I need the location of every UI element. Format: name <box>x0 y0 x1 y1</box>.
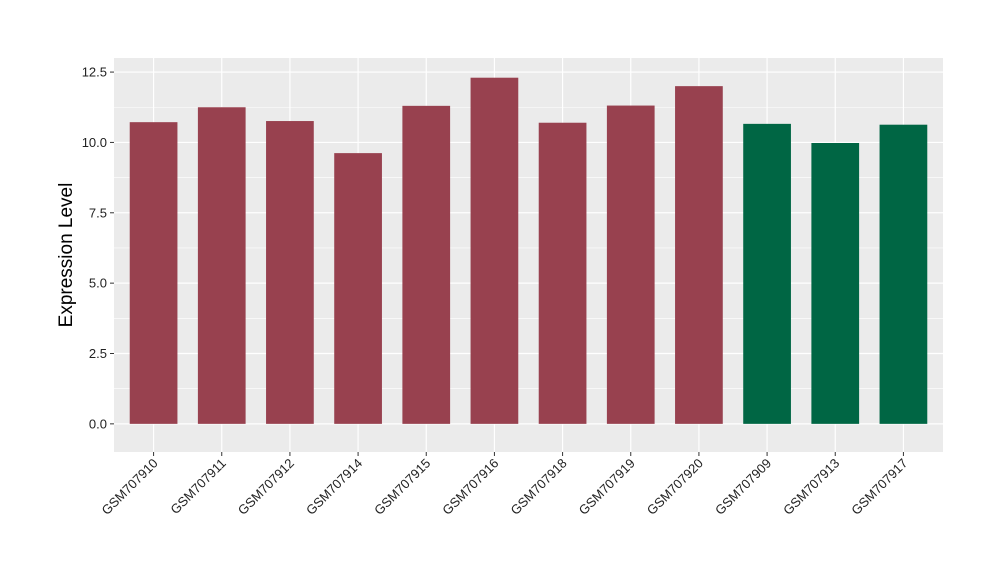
bar-gsm707918 <box>538 122 587 424</box>
x-tick-label: GSM707914 <box>303 456 365 518</box>
y-tick-label: 0.0 <box>89 416 107 431</box>
bar-gsm707915 <box>402 105 451 424</box>
x-tick-label: GSM707911 <box>167 456 229 518</box>
x-tick-label: GSM707918 <box>507 456 569 518</box>
x-tick-label: GSM707910 <box>98 456 160 518</box>
x-tick-label: GSM707912 <box>235 456 297 518</box>
y-tick-label: 10.0 <box>82 135 107 150</box>
y-tick-label: 12.5 <box>82 65 107 80</box>
y-axis-title: Expression Level <box>56 183 77 328</box>
x-tick-label: GSM707915 <box>371 456 433 518</box>
x-tick-label: GSM707917 <box>848 456 910 518</box>
x-tick-label: GSM707920 <box>644 456 706 518</box>
bars <box>129 77 928 424</box>
plot-panel <box>114 58 943 452</box>
x-tick-label: GSM707909 <box>712 456 774 518</box>
y-tick-label: 5.0 <box>89 276 107 291</box>
x-axis: GSM707910 GSM707911 GSM707912 GSM707914 GSM7… <box>98 452 911 518</box>
bar-gsm707909 <box>743 123 791 424</box>
bar-gsm707910 <box>129 122 178 424</box>
y-tick-label: 7.5 <box>89 205 107 220</box>
x-tick-label: GSM707919 <box>576 456 638 518</box>
bar-gsm707920 <box>675 86 723 424</box>
bar-gsm707913 <box>811 142 860 424</box>
bar-gsm707911 <box>197 107 246 424</box>
bar-gsm707919 <box>606 105 655 424</box>
minor-gridlines <box>114 106 943 389</box>
x-tick-label: GSM707916 <box>439 456 501 518</box>
y-tick-label: 2.5 <box>89 346 107 361</box>
x-tick-label: GSM707913 <box>780 456 842 518</box>
bar-gsm707916 <box>470 77 519 424</box>
bar-gsm707914 <box>334 153 382 424</box>
bar-gsm707917 <box>879 124 928 424</box>
bar-gsm707912 <box>266 121 314 424</box>
y-axis: 0.0 2.5 5.0 7.5 10.0 12.5 <box>82 65 114 431</box>
